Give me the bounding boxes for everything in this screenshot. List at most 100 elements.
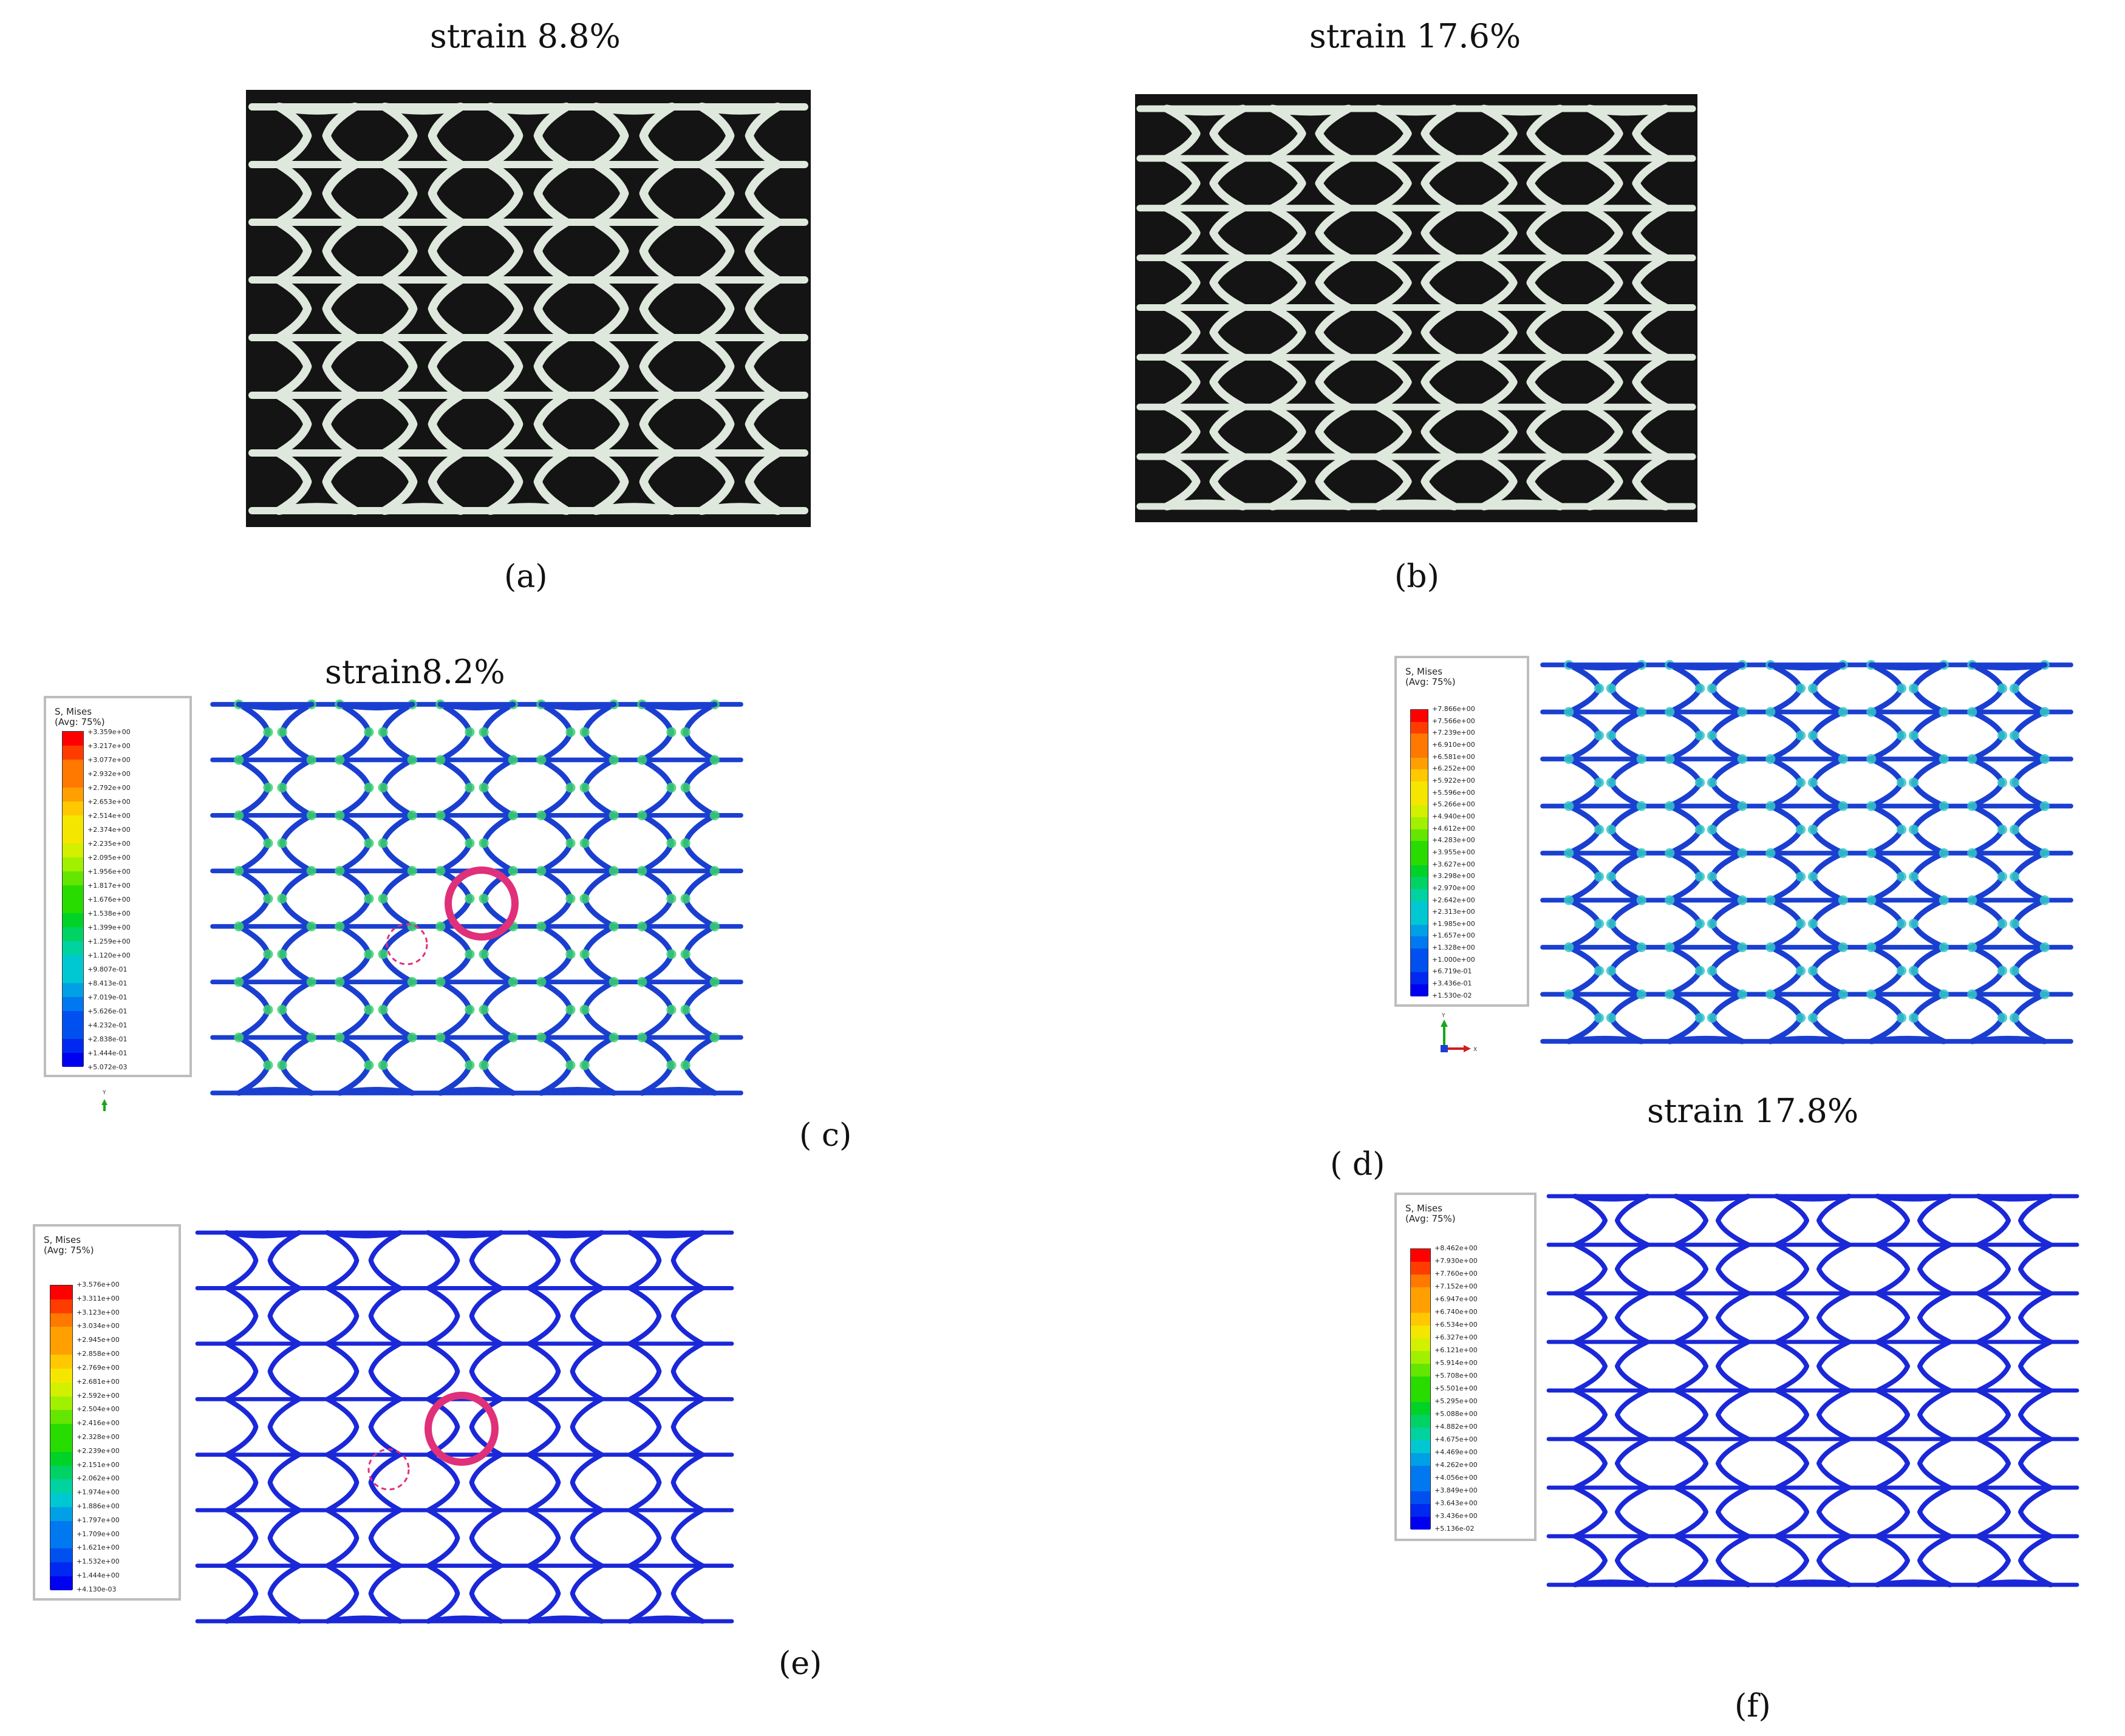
hourglass-cell	[486, 333, 571, 400]
legend-f-value: +6.740e+00	[1434, 1308, 1478, 1316]
stress-hotspot	[277, 727, 287, 737]
stress-hotspot	[1694, 730, 1705, 741]
stress-hotspot	[1594, 919, 1605, 929]
legend-e-swatch	[50, 1327, 72, 1341]
legend-f-value: +4.262e+00	[1434, 1461, 1478, 1469]
stress-hotspot	[1765, 801, 1776, 811]
cell-cap	[437, 701, 516, 710]
legend-f-value: +4.469e+00	[1434, 1448, 1478, 1456]
hourglass-cell	[224, 1563, 302, 1624]
cell-cap	[1666, 1035, 1745, 1044]
legend-f-value: +7.152e+00	[1434, 1282, 1478, 1290]
stress-hotspot	[637, 866, 647, 876]
stress-hotspot	[277, 783, 287, 793]
hourglass-cell	[527, 1508, 604, 1568]
stress-hotspot	[378, 727, 388, 737]
stress-hotspot	[1967, 895, 1977, 905]
stress-hotspot	[1564, 942, 1574, 953]
stress-hotspot	[1939, 707, 1949, 717]
stress-hotspot	[2009, 683, 2020, 693]
hourglass-cell	[1767, 850, 1846, 903]
hourglass-cell	[1162, 353, 1247, 411]
stress-hotspot	[378, 1060, 388, 1071]
stress-hotspot	[465, 783, 475, 793]
legend-c-values: +3.359e+00 +3.217e+00 +3.077e+00 +2.932e+00…	[87, 729, 131, 1078]
hourglass-cell	[697, 218, 782, 284]
hourglass-cell	[1767, 803, 1846, 856]
hourglass-cell	[527, 1397, 604, 1457]
stress-hotspot	[1807, 683, 1818, 693]
hourglass-cell	[697, 276, 782, 342]
legend-c-value: +1.956e+00	[87, 868, 131, 876]
stress-hotspot	[680, 1060, 691, 1071]
hourglass-cell	[1374, 154, 1459, 213]
legend-f-swatch	[1411, 1504, 1430, 1517]
stress-hotspot	[1896, 777, 1907, 788]
stress-hotspot	[536, 810, 547, 820]
stress-hotspot	[335, 866, 345, 876]
stress-hotspot	[1908, 825, 1919, 835]
photo-b-lattice	[1136, 104, 1696, 511]
legend-f: S, Mises (Avg: 75%) +8.462e+00 +7.930e+00…	[1394, 1193, 1537, 1541]
stress-hotspot	[378, 949, 388, 959]
legend-d-swatch	[1411, 745, 1428, 758]
hourglass-cell	[426, 1508, 503, 1568]
legend-d-value: +3.436e-01	[1432, 979, 1472, 988]
hourglass-cell	[1162, 154, 1247, 213]
stress-hotspot	[1606, 825, 1617, 835]
stress-hotspot	[335, 1032, 345, 1043]
stress-hotspot	[378, 783, 388, 793]
hourglass-cell	[527, 1230, 604, 1291]
cell-cap	[1666, 662, 1745, 671]
stress-hotspot	[263, 1060, 273, 1071]
cell-cap	[236, 701, 315, 710]
stress-hotspot	[435, 977, 446, 987]
hourglass-cell	[1976, 1534, 2053, 1587]
axis-triad-c-icon: Y	[101, 1090, 107, 1111]
hourglass-cell	[527, 1285, 604, 1346]
stress-hotspot	[1707, 777, 1717, 788]
legend-c-swatch	[63, 732, 83, 746]
stress-hotspot	[680, 1004, 691, 1015]
legend-d-swatch	[1411, 793, 1428, 806]
stress-hotspot	[1636, 942, 1646, 953]
stress-hotspot	[234, 755, 244, 765]
legend-c-swatch	[63, 843, 83, 857]
cell-cap	[224, 1615, 302, 1624]
legend-d-swatch	[1411, 888, 1428, 901]
hourglass-cell	[224, 1341, 302, 1402]
legend-e-value: +3.576e+00	[77, 1281, 120, 1288]
hourglass-cell	[336, 979, 415, 1041]
legend-d-swatch	[1411, 913, 1428, 925]
stress-hotspot	[1939, 848, 1949, 859]
cell-cap	[1268, 104, 1353, 116]
stress-hotspot	[1707, 730, 1717, 741]
panel-d-label: ( d)	[1330, 1146, 1385, 1183]
hourglass-cell	[1162, 104, 1247, 163]
legend-c-value: +1.817e+00	[87, 882, 131, 890]
legend-d-value: +5.266e+00	[1432, 800, 1475, 809]
hourglass-cell	[1374, 452, 1459, 511]
legend-f-swatch	[1411, 1249, 1430, 1262]
stress-hotspot	[1737, 754, 1747, 764]
hourglass-cell	[1875, 1242, 1953, 1296]
stress-hotspot	[263, 783, 273, 793]
cell-cap	[592, 103, 677, 115]
stress-hotspot	[1594, 871, 1605, 882]
stress-hotspot	[407, 755, 417, 765]
cell-cap	[1585, 104, 1670, 116]
stress-hotspot	[1636, 989, 1646, 999]
stress-hotspot	[1594, 965, 1605, 976]
hourglass-cell	[336, 812, 415, 874]
hourglass-cell	[275, 449, 360, 515]
hourglass-cell	[1268, 204, 1353, 262]
hourglass-cell	[1572, 1339, 1650, 1393]
hourglass-cell	[1666, 803, 1745, 856]
hourglass-cell	[380, 103, 465, 169]
stress-hotspot	[277, 949, 287, 959]
legend-e-swatch	[50, 1313, 72, 1327]
legend-c-value: +1.399e+00	[87, 924, 131, 931]
legend-e-value: +2.062e+00	[77, 1474, 120, 1483]
stress-hotspot	[1694, 965, 1705, 976]
stress-hotspot	[1707, 965, 1717, 976]
